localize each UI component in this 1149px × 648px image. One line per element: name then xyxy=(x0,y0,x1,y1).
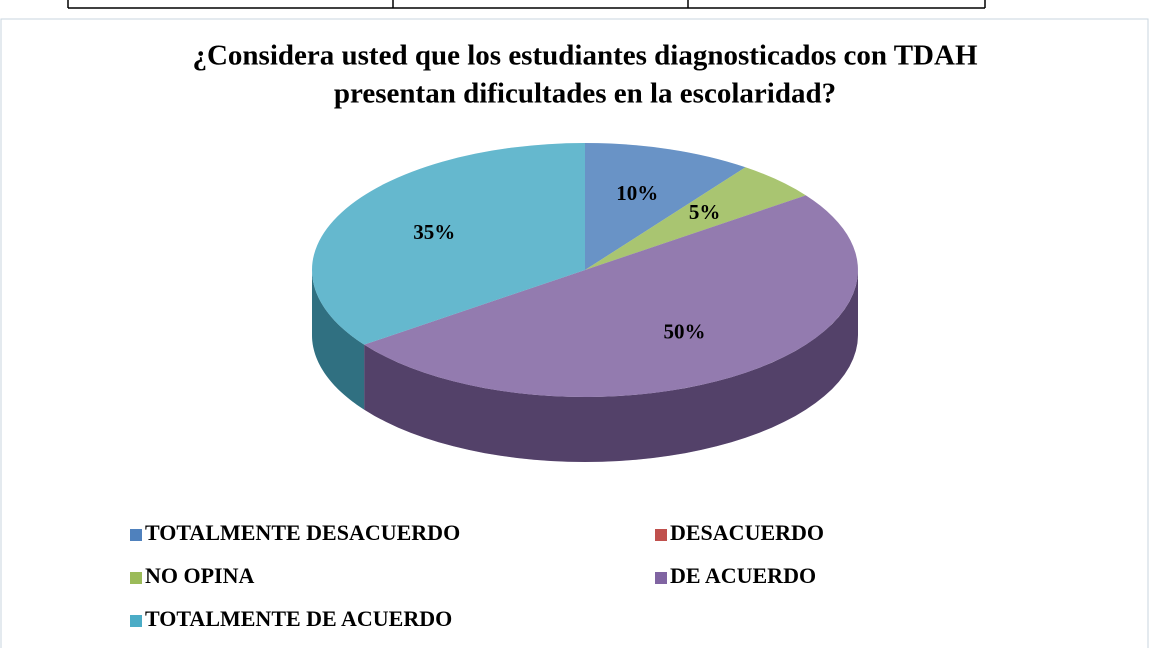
slice-highlight xyxy=(364,195,858,397)
legend-label: DE ACUERDO xyxy=(670,563,816,588)
slice-side-shade xyxy=(312,270,365,410)
chart-title: ¿Considera usted que los estudiantes dia… xyxy=(192,40,977,72)
slice-highlight xyxy=(585,143,746,270)
slice-side-shade xyxy=(364,270,858,462)
legend-label: DESACUERDO xyxy=(670,520,824,545)
data-label: 5% xyxy=(689,200,721,224)
chart-frame xyxy=(0,18,1149,648)
slice-side xyxy=(312,270,365,410)
legend-swatch xyxy=(655,572,667,584)
slice xyxy=(312,143,585,345)
table-fragment xyxy=(67,0,986,9)
legend-swatch xyxy=(130,529,142,541)
data-label: 10% xyxy=(616,181,658,205)
slice-highlight xyxy=(312,143,585,345)
slice xyxy=(585,143,746,270)
legend-label: TOTALMENTE DESACUERDO xyxy=(145,520,460,545)
data-label: 50% xyxy=(663,320,705,344)
legend-swatch xyxy=(130,572,142,584)
slice xyxy=(585,167,806,270)
data-label: 35% xyxy=(413,220,455,244)
legend-swatch xyxy=(130,615,142,627)
slice-highlight xyxy=(585,167,806,270)
legend-label: NO OPINA xyxy=(145,563,255,588)
slice-side xyxy=(364,270,858,462)
slice xyxy=(364,195,858,397)
chart-title: presentan dificultades en la escolaridad… xyxy=(334,78,836,110)
legend-swatch xyxy=(655,529,667,541)
legend-label: TOTALMENTE DE ACUERDO xyxy=(145,606,452,631)
